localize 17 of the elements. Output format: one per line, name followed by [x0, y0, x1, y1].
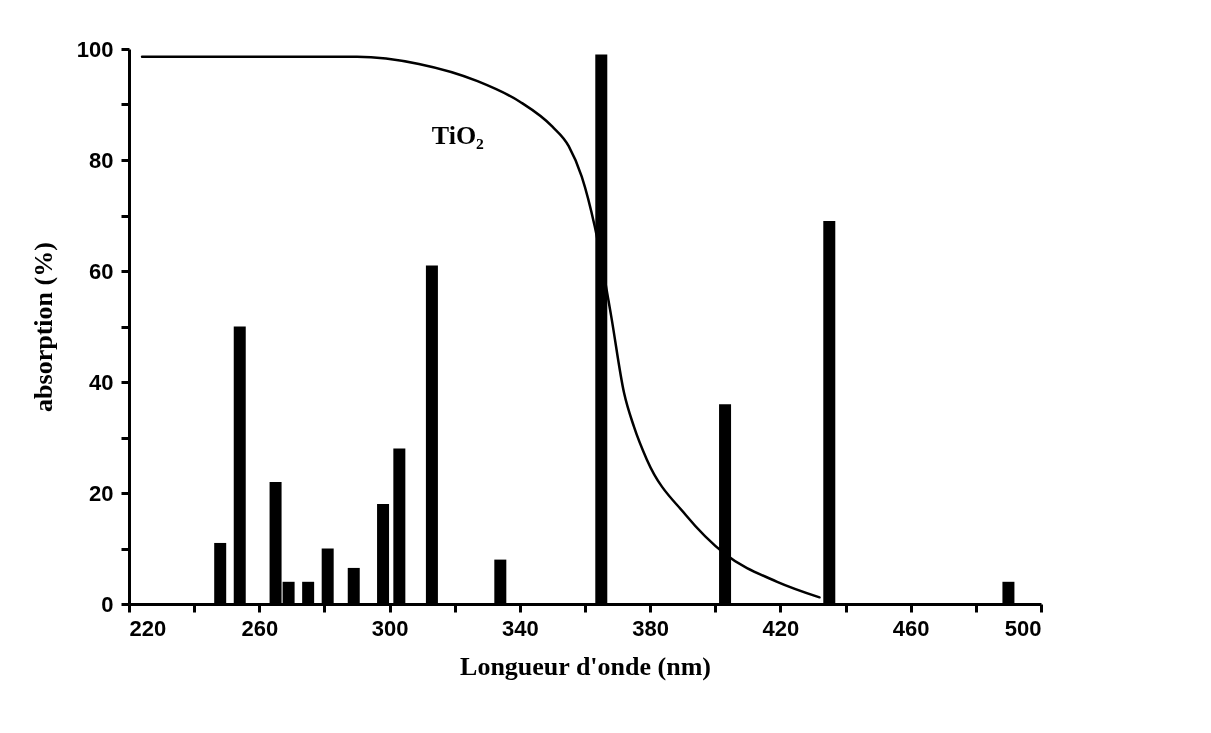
x-tick-label: 420: [762, 615, 800, 641]
y-tick-label: 60: [89, 258, 114, 284]
x-tick-label: 220: [129, 615, 167, 641]
y-tick-label: 40: [89, 369, 114, 395]
y-tick-label: 0: [101, 591, 114, 617]
x-tick-label: 340: [502, 615, 539, 641]
x-tick-label: 380: [632, 615, 669, 641]
y-axis-title: absorption (%): [28, 242, 58, 412]
y-tick-label: 80: [89, 147, 114, 173]
x-tick-label: 500: [1004, 615, 1042, 641]
x-tick-label: 460: [892, 615, 930, 641]
series-label: TiO₂: [431, 120, 485, 150]
x-axis-title: Longueur d'onde (nm): [460, 651, 711, 681]
y-tick-label: 100: [76, 36, 114, 62]
x-tick-label: 300: [371, 615, 409, 641]
y-tick-label: 20: [89, 480, 114, 506]
x-tick-label: 260: [241, 615, 279, 641]
